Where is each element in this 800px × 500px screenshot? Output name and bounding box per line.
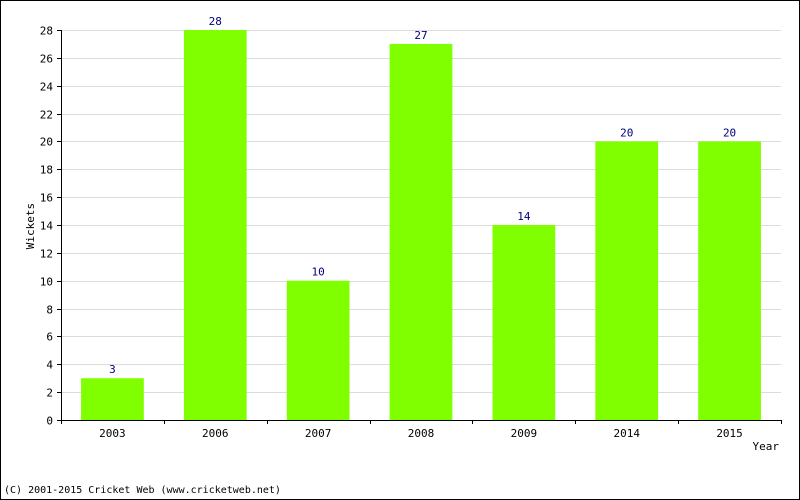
copyright-footer: (C) 2001-2015 Cricket Web (www.cricketwe… xyxy=(4,485,281,496)
bar-2006 xyxy=(183,30,247,420)
y-axis-title: Wickets xyxy=(24,203,37,249)
value-label-2006: 28 xyxy=(209,15,222,28)
x-tick-label-2009: 2009 xyxy=(511,427,538,440)
y-tick-label: 6 xyxy=(46,331,53,344)
y-tick-label: 10 xyxy=(40,276,53,289)
bar-2015 xyxy=(698,141,761,420)
x-ticks: 2003 2006 2007 2008 2009 2014 2015 xyxy=(61,420,782,440)
value-label-2015: 20 xyxy=(723,126,736,139)
y-tick-label: 22 xyxy=(40,109,53,122)
value-labels: 3 28 10 27 14 20 20 xyxy=(109,15,736,376)
bar-2003 xyxy=(81,378,144,420)
x-tick-label-2006: 2006 xyxy=(202,427,229,440)
bar-2014 xyxy=(595,141,659,420)
y-tick-label: 14 xyxy=(40,220,54,233)
y-tick-label: 2 xyxy=(46,387,53,400)
x-tick-label-2003: 2003 xyxy=(99,427,126,440)
value-label-2014: 20 xyxy=(620,126,633,139)
value-label-2008: 27 xyxy=(414,29,427,42)
y-tick-label: 0 xyxy=(46,415,53,428)
bar-2008 xyxy=(389,43,453,421)
y-tick-label: 28 xyxy=(40,25,53,38)
value-label-2003: 3 xyxy=(109,363,116,376)
x-tick-label-2007: 2007 xyxy=(305,427,332,440)
y-tick-label: 18 xyxy=(40,164,53,177)
y-tick-label: 16 xyxy=(40,192,53,205)
y-tick-label: 24 xyxy=(40,81,54,94)
x-tick-label-2014: 2014 xyxy=(613,427,640,440)
x-tick-label-2015: 2015 xyxy=(716,427,743,440)
y-tick-label: 4 xyxy=(46,359,53,372)
y-tick-label: 8 xyxy=(46,304,53,317)
bar-2009 xyxy=(492,225,556,420)
y-tick-label: 20 xyxy=(40,136,53,149)
y-tick-label: 26 xyxy=(40,53,53,66)
value-label-2009: 14 xyxy=(517,210,531,223)
y-tick-label: 12 xyxy=(40,248,53,261)
bars xyxy=(81,30,761,421)
axes xyxy=(61,30,781,421)
x-axis-title: Year xyxy=(753,440,780,453)
value-label-2007: 10 xyxy=(312,266,325,279)
bar-2007 xyxy=(286,280,350,420)
x-tick-label-2008: 2008 xyxy=(408,427,435,440)
